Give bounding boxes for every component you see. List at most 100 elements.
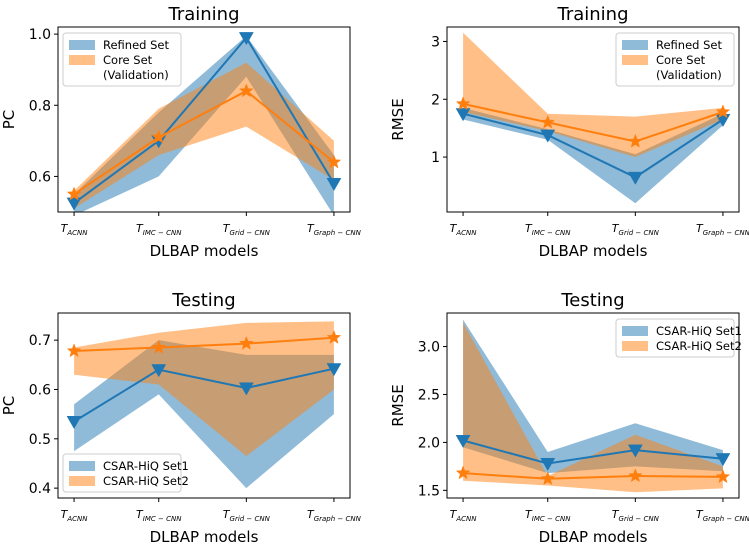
y-tick-label: 0.4 bbox=[29, 481, 51, 497]
legend-swatch-1 bbox=[622, 40, 648, 50]
y-tick-label: 1.0 bbox=[29, 27, 51, 43]
y-axis-label: RMSE bbox=[389, 98, 407, 140]
legend-swatch-2 bbox=[622, 341, 648, 351]
x-tick-label: TIMC − CNN bbox=[525, 222, 571, 237]
y-tick-label: 3.0 bbox=[418, 340, 440, 356]
band-2 bbox=[74, 62, 334, 209]
legend-entry-2: CSAR-HiQ Set2 bbox=[656, 339, 742, 353]
legend-entry-1: CSAR-HiQ Set1 bbox=[103, 459, 189, 473]
legend-swatch-2 bbox=[69, 55, 95, 65]
axes-frame bbox=[446, 312, 740, 499]
series-line-1 bbox=[73, 367, 335, 423]
data-point-triangle bbox=[627, 444, 643, 458]
data-point-star bbox=[628, 133, 643, 148]
y-tick-label: 2 bbox=[431, 92, 440, 108]
x-tick-label: TGraph − CNN bbox=[307, 222, 362, 237]
series-line-2 bbox=[74, 336, 334, 352]
legend-entry-2: Core Set bbox=[656, 53, 706, 67]
legend-entry-2: CSAR-HiQ Set2 bbox=[103, 474, 189, 488]
x-tick-label: TACNN bbox=[61, 508, 89, 523]
data-point-star bbox=[455, 465, 471, 480]
x-tick-label: TIMC − CNN bbox=[136, 222, 182, 237]
y-axis-label: PC bbox=[0, 110, 18, 130]
data-point-triangle bbox=[455, 434, 471, 448]
band-2 bbox=[463, 322, 723, 493]
y-tick-label: 2.0 bbox=[418, 435, 440, 451]
legend-entry-1: Refined Set bbox=[656, 38, 722, 52]
legend-swatch-1 bbox=[69, 40, 95, 50]
plot-area bbox=[455, 32, 731, 204]
y-tick-label: 2.5 bbox=[418, 387, 440, 403]
data-point-star bbox=[715, 104, 731, 119]
y-tick-label: 1 bbox=[431, 150, 440, 166]
plot-area bbox=[66, 321, 342, 489]
legend-entry-2: Core Set bbox=[103, 53, 153, 67]
legend-swatch-2 bbox=[622, 55, 648, 65]
y-tick-label: 1.5 bbox=[418, 483, 440, 499]
data-point-star bbox=[151, 339, 167, 354]
band-2 bbox=[463, 32, 723, 158]
data-point-triangle bbox=[627, 171, 643, 185]
x-tick-label: TGrid − CNN bbox=[612, 222, 660, 237]
y-tick-label: 0.6 bbox=[29, 382, 51, 398]
chart-title: Testing bbox=[171, 290, 235, 311]
series-line-1 bbox=[73, 35, 335, 204]
data-point-star bbox=[628, 468, 643, 483]
axes-frame bbox=[57, 26, 351, 213]
data-point-triangle bbox=[238, 382, 254, 396]
data-point-star bbox=[151, 129, 167, 144]
chart-title: Testing bbox=[560, 290, 624, 311]
series-line-2 bbox=[462, 102, 724, 143]
data-point-triangle bbox=[238, 32, 254, 46]
x-tick-label: TACNN bbox=[450, 222, 478, 237]
x-tick-label: TGraph − CNN bbox=[307, 508, 362, 523]
y-tick-label: 0.5 bbox=[29, 432, 51, 448]
y-axis-label: RMSE bbox=[389, 384, 407, 426]
legend-entry-1: CSAR-HiQ Set1 bbox=[656, 324, 742, 338]
y-tick-label: 0.8 bbox=[29, 98, 51, 114]
legend-entry-2: (Validation) bbox=[656, 68, 722, 82]
chart-panel-2: 1 2 3 TACNN TIMC − CNN TGrid − CNN TGraph − CN… bbox=[389, 4, 749, 260]
x-axis-label: DLBAP models bbox=[150, 528, 259, 546]
data-point-triangle bbox=[326, 363, 342, 377]
series-line-2 bbox=[463, 472, 723, 480]
chart-panel-3: 0.4 0.5 0.6 0.7 TACNN TIMC − CNN TGrid − CNN TG… bbox=[0, 290, 362, 546]
band-1 bbox=[463, 319, 723, 474]
x-tick-label: TACNN bbox=[450, 508, 478, 523]
series-line-2 bbox=[73, 89, 335, 196]
y-tick-label: 3 bbox=[431, 34, 440, 50]
data-point-triangle bbox=[66, 197, 82, 211]
y-axis-label: PC bbox=[0, 396, 18, 416]
x-axis-label: DLBAP models bbox=[150, 242, 259, 260]
x-axis-label: DLBAP models bbox=[539, 242, 648, 260]
series-line-1 bbox=[462, 439, 723, 465]
x-axis-label: DLBAP models bbox=[539, 528, 648, 546]
axes-frame bbox=[57, 312, 351, 499]
x-tick-label: TIMC − CNN bbox=[136, 508, 182, 523]
y-tick-label: 0.6 bbox=[29, 169, 51, 185]
series-line-1 bbox=[462, 112, 724, 179]
data-point-triangle bbox=[151, 364, 167, 378]
band-2 bbox=[74, 321, 334, 457]
data-point-triangle bbox=[715, 453, 731, 467]
data-point-star bbox=[540, 471, 556, 486]
data-point-triangle bbox=[66, 416, 82, 430]
chart-panel-4: 1.5 2.0 2.5 3.0 TACNN TIMC − CNN TGrid − CNN TG… bbox=[389, 290, 749, 546]
data-point-star bbox=[66, 186, 82, 201]
data-point-star bbox=[239, 83, 254, 98]
data-point-star bbox=[326, 329, 342, 344]
data-point-star bbox=[326, 154, 342, 169]
legend-entry-2: (Validation) bbox=[103, 68, 169, 82]
axes-frame bbox=[446, 26, 740, 213]
chart-title: Training bbox=[556, 4, 628, 25]
data-point-star bbox=[66, 343, 82, 358]
plot-area bbox=[66, 32, 342, 212]
x-tick-label: TIMC − CNN bbox=[525, 508, 571, 523]
plot-area bbox=[455, 319, 731, 493]
chart-panel-1: 0.6 0.8 1.0 TACNN TIMC − CNN TGrid − CNN TGrap… bbox=[0, 4, 362, 260]
data-point-triangle bbox=[326, 178, 342, 192]
